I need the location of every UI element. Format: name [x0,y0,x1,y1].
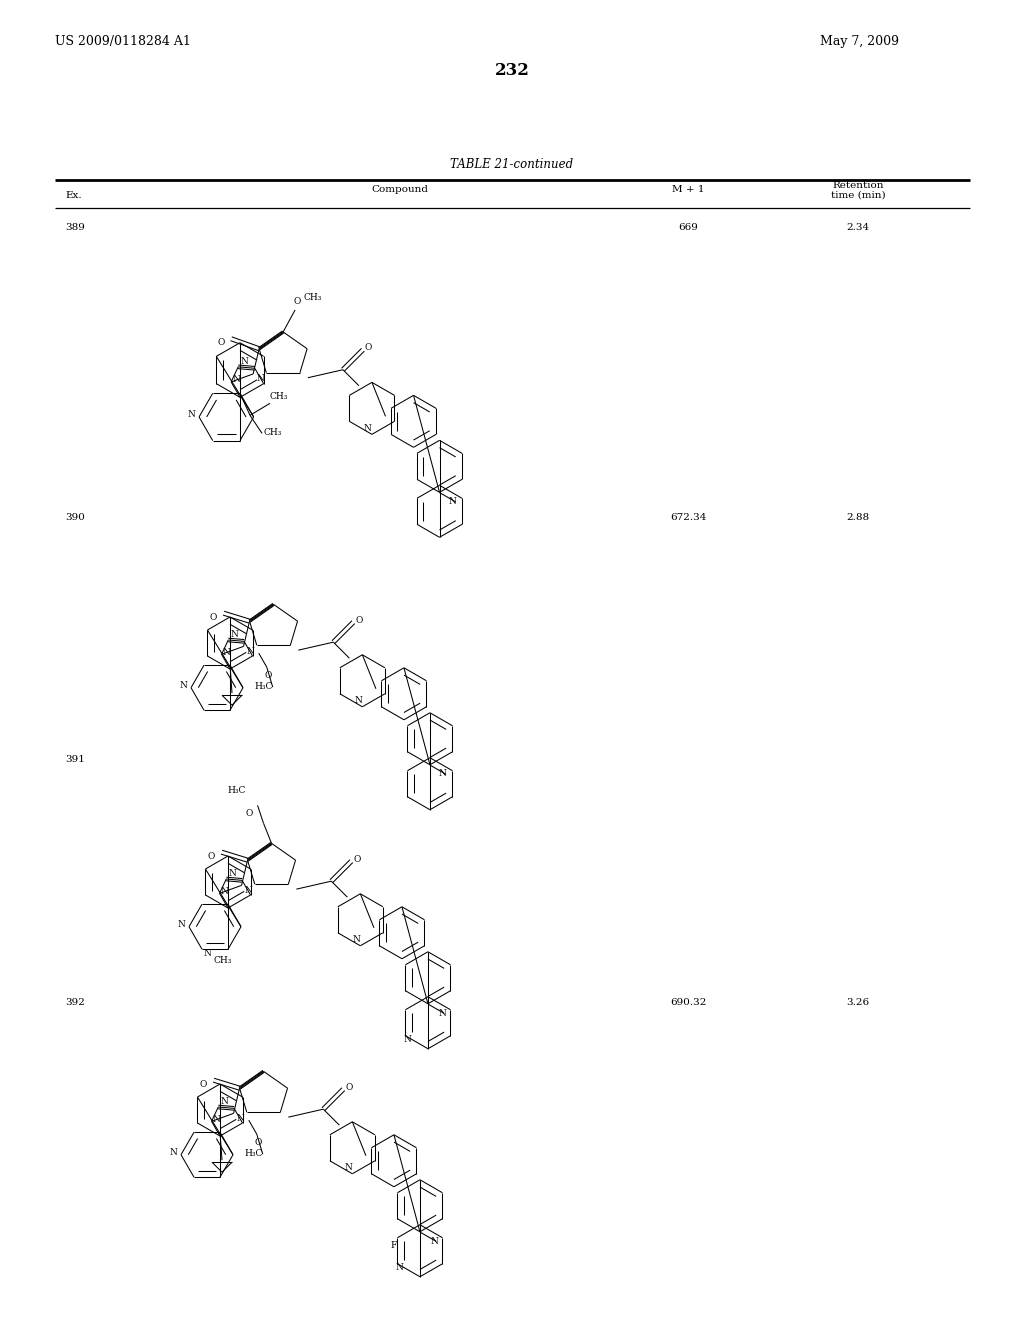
Text: M + 1: M + 1 [672,185,705,194]
Text: US 2009/0118284 A1: US 2009/0118284 A1 [55,36,190,48]
Text: Ex.: Ex. [65,191,82,201]
Text: TABLE 21-continued: TABLE 21-continued [451,158,573,172]
Text: CH₃: CH₃ [214,956,232,965]
Text: CH₃: CH₃ [263,428,282,437]
Text: N: N [230,631,239,639]
Text: N: N [177,920,185,929]
Text: N: N [204,949,212,958]
Text: time (min): time (min) [830,191,886,201]
Text: O: O [355,615,362,624]
Text: O: O [246,809,253,818]
Text: 672.34: 672.34 [670,513,707,521]
Text: N: N [232,375,240,384]
Text: O: O [353,854,360,863]
Text: O: O [200,1080,207,1089]
Text: N: N [403,1035,412,1044]
Text: O: O [365,343,373,352]
Text: H₃C: H₃C [227,787,246,796]
Text: May 7, 2009: May 7, 2009 [820,36,899,48]
Text: N: N [352,936,360,944]
Text: O: O [255,1138,262,1147]
Text: N: N [438,770,446,779]
Text: 669: 669 [678,223,698,232]
Text: 2.34: 2.34 [847,223,869,232]
Text: N: N [245,886,253,895]
Text: O: O [293,297,300,306]
Text: N: N [354,696,362,705]
Text: N: N [438,1010,446,1018]
Text: N: N [256,375,264,383]
Text: CH₃: CH₃ [303,293,322,302]
Text: 232: 232 [495,62,529,79]
Text: N: N [344,1163,352,1172]
Text: N: N [247,647,255,656]
Text: 392: 392 [65,998,85,1007]
Text: H₃C: H₃C [255,682,273,692]
Text: N: N [222,648,230,657]
Text: 389: 389 [65,223,85,232]
Text: N: N [228,870,237,879]
Text: N: N [187,411,195,420]
Text: O: O [345,1082,352,1092]
Text: F: F [390,1241,396,1250]
Text: CH₃: CH₃ [270,392,289,401]
Text: 3.26: 3.26 [847,998,869,1007]
Text: N: N [395,1263,403,1272]
Text: 391: 391 [65,755,85,764]
Text: N: N [449,496,456,506]
Text: O: O [265,671,272,680]
Text: N: N [179,681,187,690]
Text: N: N [220,1097,228,1106]
Text: O: O [208,851,215,861]
Text: H₃C: H₃C [245,1150,263,1158]
Text: 2.88: 2.88 [847,513,869,521]
Text: Compound: Compound [372,185,428,194]
Text: N: N [220,887,228,896]
Text: N: N [213,1115,220,1123]
Text: Retention: Retention [833,181,884,190]
Text: N: N [364,424,372,433]
Text: 690.32: 690.32 [670,998,707,1007]
Text: 390: 390 [65,513,85,521]
Text: N: N [169,1148,177,1158]
Text: N: N [430,1237,438,1246]
Text: O: O [217,338,225,347]
Text: N: N [237,1114,245,1123]
Text: N: N [241,358,248,367]
Text: O: O [210,612,217,622]
